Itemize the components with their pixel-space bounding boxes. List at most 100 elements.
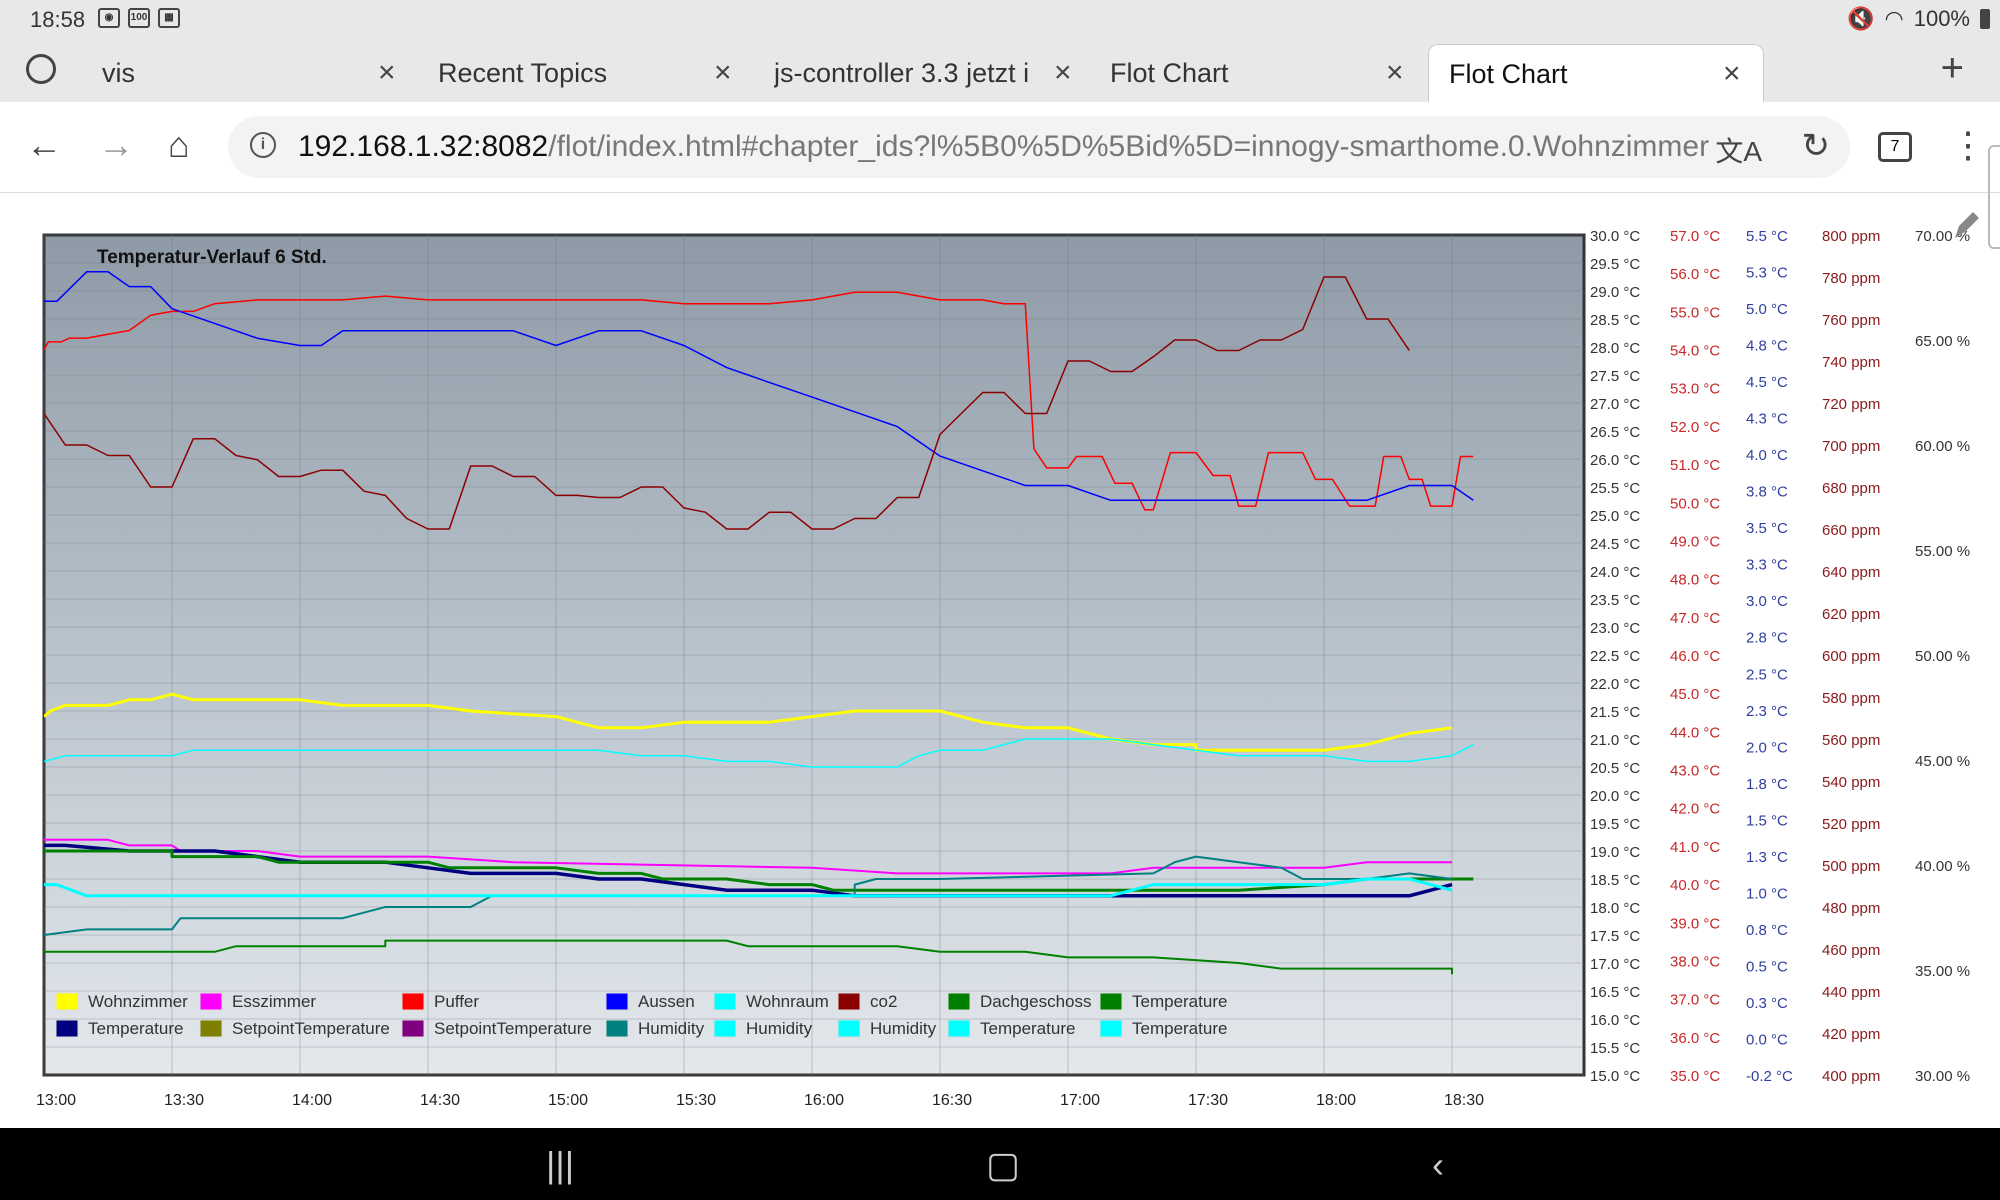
y-tick-label: 24.0 °C — [1590, 564, 1640, 581]
more-menu-icon[interactable]: ⋮ — [1950, 124, 1986, 165]
y-tick-label: 2.5 °C — [1746, 666, 1788, 683]
y-tick-label: 52.0 °C — [1670, 419, 1720, 436]
tab-label: vis — [102, 58, 135, 88]
series-lines — [44, 271, 1474, 975]
y-tick-label: 620 ppm — [1822, 606, 1880, 623]
y-tick-label: 41.0 °C — [1670, 839, 1720, 856]
info-icon[interactable]: i — [250, 132, 276, 158]
y-tick-label: 1.5 °C — [1746, 812, 1788, 829]
y-tick-label: 29.0 °C — [1590, 284, 1640, 301]
edit-pencil-icon[interactable] — [1955, 212, 1979, 238]
y-tick-label: 29.5 °C — [1590, 256, 1640, 273]
y-tick-label: 3.8 °C — [1746, 484, 1788, 501]
x-tick-label: 16:30 — [932, 1092, 972, 1109]
y-tick-label: 3.0 °C — [1746, 593, 1788, 610]
y-tick-label: 36.0 °C — [1670, 1030, 1720, 1047]
y-tick-label: 2.0 °C — [1746, 739, 1788, 756]
legend-label: Humidity — [638, 1019, 705, 1038]
legend-label: Aussen — [638, 992, 695, 1011]
home-nav-icon[interactable]: ▢ — [986, 1144, 1021, 1185]
legend-swatch — [605, 1019, 629, 1038]
legend-label: Humidity — [746, 1019, 813, 1038]
profile-icon[interactable] — [26, 54, 56, 84]
y-tick-label: 35.0 °C — [1670, 1068, 1720, 1085]
x-tick-label: 17:30 — [1188, 1092, 1228, 1109]
legend-swatch — [199, 1019, 223, 1038]
y-tick-label: 2.8 °C — [1746, 630, 1788, 647]
x-tick-label: 14:00 — [292, 1092, 332, 1109]
mute-icon: 🔇 — [1847, 6, 1875, 31]
tab-flot-chart-active[interactable]: Flot Chart × — [1428, 44, 1764, 102]
y-tick-label: 26.0 °C — [1590, 452, 1640, 469]
y-tick-label: 44.0 °C — [1670, 724, 1720, 741]
y-tick-label: 39.0 °C — [1670, 915, 1720, 932]
back-icon[interactable]: ← — [26, 124, 62, 165]
y-tick-label: 57.0 °C — [1670, 228, 1720, 245]
close-tab-icon[interactable]: × — [1054, 56, 1072, 89]
y-tick-label: 3.3 °C — [1746, 557, 1788, 574]
page-content: Temperatur-Verlauf 6 Std. 13:00 13:30 14:0… — [0, 193, 2000, 1128]
legend-label: SetpointTemperature — [434, 1019, 592, 1038]
legend-swatch — [837, 1019, 861, 1038]
recents-icon[interactable]: ||| — [546, 1144, 575, 1185]
x-tick-label: 16:00 — [804, 1092, 844, 1109]
y-tick-label: 0.0 °C — [1746, 1031, 1788, 1048]
home-icon[interactable]: ⌂ — [168, 124, 190, 165]
legend-label: Temperature — [1132, 992, 1227, 1011]
series-line — [44, 838, 1452, 875]
url-text[interactable]: 192.168.1.32:8082/flot/index.html#chapte… — [298, 130, 1728, 164]
y-tick-label: 43.0 °C — [1670, 763, 1720, 780]
url-path: /flot/index.html#chapter_ids?l%5B0%5D%5B… — [548, 130, 1710, 163]
close-tab-icon[interactable]: × — [378, 56, 396, 89]
series-line — [44, 849, 1474, 892]
legend-label: SetpointTemperature — [232, 1019, 390, 1038]
address-bar[interactable]: i 192.168.1.32:8082/flot/index.html#chap… — [228, 116, 1850, 178]
y-tick-label: -0.2 °C — [1746, 1068, 1793, 1085]
new-tab-icon[interactable]: + — [1940, 46, 1964, 90]
y-tick-label: 5.0 °C — [1746, 301, 1788, 318]
tab-flot-chart[interactable]: Flot Chart × — [1090, 44, 1416, 102]
legend: Wohnzimmer Esszimmer Puffer Aussen Wohnraum c… — [55, 992, 1227, 1038]
series-line — [44, 692, 1453, 752]
y-tick-label: 35.00 % — [1915, 963, 1970, 980]
y-tick-label: 48.0 °C — [1670, 572, 1720, 589]
scrollbar[interactable] — [1988, 145, 2000, 249]
y-tick-label: 46.0 °C — [1670, 648, 1720, 665]
tab-js-controller[interactable]: js-controller 3.3 jetzt i × — [754, 44, 1080, 102]
y-tick-label: 30.0 °C — [1590, 228, 1640, 245]
y-tick-label: 4.8 °C — [1746, 338, 1788, 355]
url-host: 192.168.1.32:8082 — [298, 130, 549, 163]
close-tab-icon[interactable]: × — [1723, 57, 1741, 90]
y-tick-label: 740 ppm — [1822, 354, 1880, 371]
status-bar: 18:58 ◉ 100 ▦ 🔇 ◠ 100% — [0, 0, 2000, 40]
tab-vis[interactable]: vis × — [82, 44, 408, 102]
legend-label: Wohnzimmer — [88, 992, 188, 1011]
legend-swatch — [947, 992, 971, 1011]
x-tick-label: 18:30 — [1444, 1092, 1484, 1109]
forward-icon[interactable]: → — [98, 124, 134, 165]
tab-recent-topics[interactable]: Recent Topics × — [418, 44, 744, 102]
y-tick-label: 24.5 °C — [1590, 536, 1640, 553]
tab-switcher-button[interactable]: 7 — [1878, 132, 1912, 162]
y-tick-label: 680 ppm — [1822, 480, 1880, 497]
y-tick-label: 15.0 °C — [1590, 1068, 1640, 1085]
reload-icon[interactable]: ↻ — [1801, 127, 1831, 165]
y-tick-label: 640 ppm — [1822, 564, 1880, 581]
y-tick-label: 25.5 °C — [1590, 480, 1640, 497]
android-nav-bar: ||| ▢ ‹ — [0, 1128, 2000, 1200]
legend-swatch — [713, 992, 737, 1011]
y-tick-label: 19.5 °C — [1590, 816, 1640, 833]
100-icon: 100 — [128, 8, 150, 28]
series-line — [44, 271, 1474, 502]
status-icons: ◉ 100 ▦ — [98, 8, 180, 28]
series-line — [44, 291, 1474, 511]
y-tick-label: 55.0 °C — [1670, 304, 1720, 321]
y-tick-label: 54.0 °C — [1670, 343, 1720, 360]
y-tick-label: 45.00 % — [1915, 753, 1970, 770]
close-tab-icon[interactable]: × — [1386, 56, 1404, 89]
y-tick-label: 17.5 °C — [1590, 928, 1640, 945]
y-tick-label: 700 ppm — [1822, 438, 1880, 455]
back-nav-icon[interactable]: ‹ — [1432, 1144, 1444, 1185]
close-tab-icon[interactable]: × — [714, 56, 732, 89]
translate-icon[interactable]: 文A — [1715, 136, 1762, 167]
